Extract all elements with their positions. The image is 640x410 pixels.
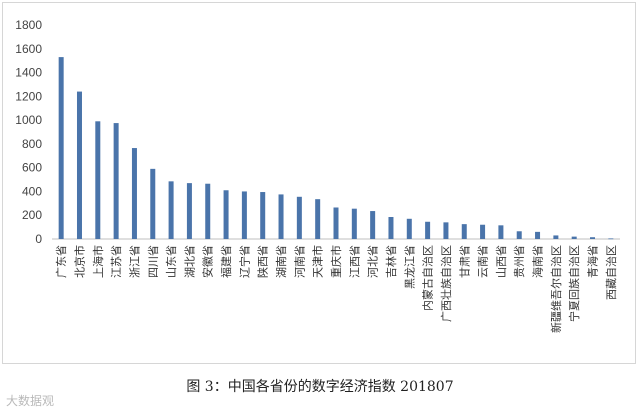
x-tick-label: 河北省 <box>367 245 380 278</box>
x-tick-label: 上海市 <box>91 245 105 278</box>
bar <box>535 231 541 239</box>
y-tick-label: 1800 <box>15 18 42 32</box>
x-tick-label: 安徽省 <box>201 245 215 278</box>
bar <box>425 221 431 239</box>
bar-series <box>58 57 614 240</box>
x-tick-label: 浙江省 <box>128 245 141 278</box>
bar <box>406 218 412 239</box>
bar <box>590 237 596 239</box>
bar <box>113 123 119 239</box>
bar <box>131 148 137 239</box>
bar <box>553 235 559 239</box>
bar <box>498 225 504 239</box>
bar <box>443 222 449 239</box>
bar <box>388 217 394 239</box>
bar <box>608 238 614 240</box>
y-axis: 0 200 400 600 800 1000 1200 1400 1600 1800 <box>15 18 42 246</box>
x-tick-label: 福建省 <box>219 245 233 278</box>
x-tick-label: 江苏省 <box>110 245 123 278</box>
y-tick-label: 0 <box>35 232 42 246</box>
bar <box>95 121 101 239</box>
y-tick-label: 200 <box>22 208 42 222</box>
x-tick-label: 山东省 <box>165 245 178 278</box>
watermark-text: 大数据观 <box>6 394 55 408</box>
bar <box>480 224 486 239</box>
bar <box>260 192 266 239</box>
x-tick-label: 青海省 <box>586 245 600 278</box>
bar <box>351 208 357 239</box>
bar <box>370 211 376 239</box>
bar <box>315 199 321 239</box>
y-tick-label: 800 <box>22 137 42 151</box>
y-tick-label: 1200 <box>15 89 42 103</box>
x-tick-label: 吉林省 <box>384 245 398 278</box>
x-tick-label: 贵州省 <box>513 245 526 278</box>
x-tick-label: 江西省 <box>348 245 361 278</box>
x-tick-label: 黑龙江省 <box>403 245 416 289</box>
x-tick-label: 西藏自治区 <box>604 245 618 300</box>
bar <box>333 207 339 239</box>
x-tick-label: 河南省 <box>293 245 306 278</box>
x-tick-labels: 广东省 北京市 上海市 江苏省 浙江省 四川省 山东省 湖北省 安徽省 福建省 辽宁省 陕西省 湖南省河… <box>55 245 618 333</box>
bar <box>296 196 302 239</box>
x-tick-label: 天津市 <box>311 245 325 278</box>
y-tick-label: 1400 <box>15 66 42 80</box>
bar <box>150 168 156 239</box>
bar <box>278 194 284 239</box>
x-tick-label: 宁夏回族自治区 <box>567 245 581 322</box>
bar <box>241 191 247 239</box>
x-tick-label: 云南省 <box>477 245 490 278</box>
bar <box>223 190 229 239</box>
bar <box>205 183 211 239</box>
bar-chart: 0 200 400 600 800 1000 1200 1400 1600 1800 广东省 北京市… <box>15 18 620 333</box>
x-tick-label: 山西省 <box>495 245 508 278</box>
y-tick-label: 600 <box>22 161 42 175</box>
bar <box>461 224 467 239</box>
bar <box>571 236 577 239</box>
x-tick-label: 辽宁省 <box>237 245 251 278</box>
bar <box>76 91 82 239</box>
x-tick-label: 重庆市 <box>329 245 343 278</box>
x-tick-label: 湖北省 <box>183 245 196 278</box>
x-tick-label: 内蒙古自治区 <box>421 245 435 311</box>
bar <box>58 57 64 239</box>
chart-frame <box>2 2 636 364</box>
x-tick-label: 甘肃省 <box>458 245 471 278</box>
x-tick-label: 广东省 <box>55 245 68 278</box>
x-tick-label: 陕西省 <box>256 245 270 278</box>
y-tick-label: 1600 <box>15 42 42 56</box>
x-tick-label: 北京市 <box>72 245 86 278</box>
x-tick-label: 四川省 <box>147 245 160 278</box>
bar <box>168 181 174 239</box>
x-tick-label: 广西壮族自治区 <box>439 245 453 322</box>
x-tick-label: 海南省 <box>531 245 545 278</box>
bar <box>516 231 522 239</box>
figure-caption: 图 3：中国各省份的数字经济指数 201807 <box>186 379 454 395</box>
y-tick-label: 400 <box>22 184 42 198</box>
y-tick-label: 1000 <box>15 113 42 127</box>
x-tick-label: 湖南省 <box>275 245 288 278</box>
x-tick-label: 新疆维吾尔自治区 <box>549 245 563 333</box>
bar <box>186 183 192 239</box>
